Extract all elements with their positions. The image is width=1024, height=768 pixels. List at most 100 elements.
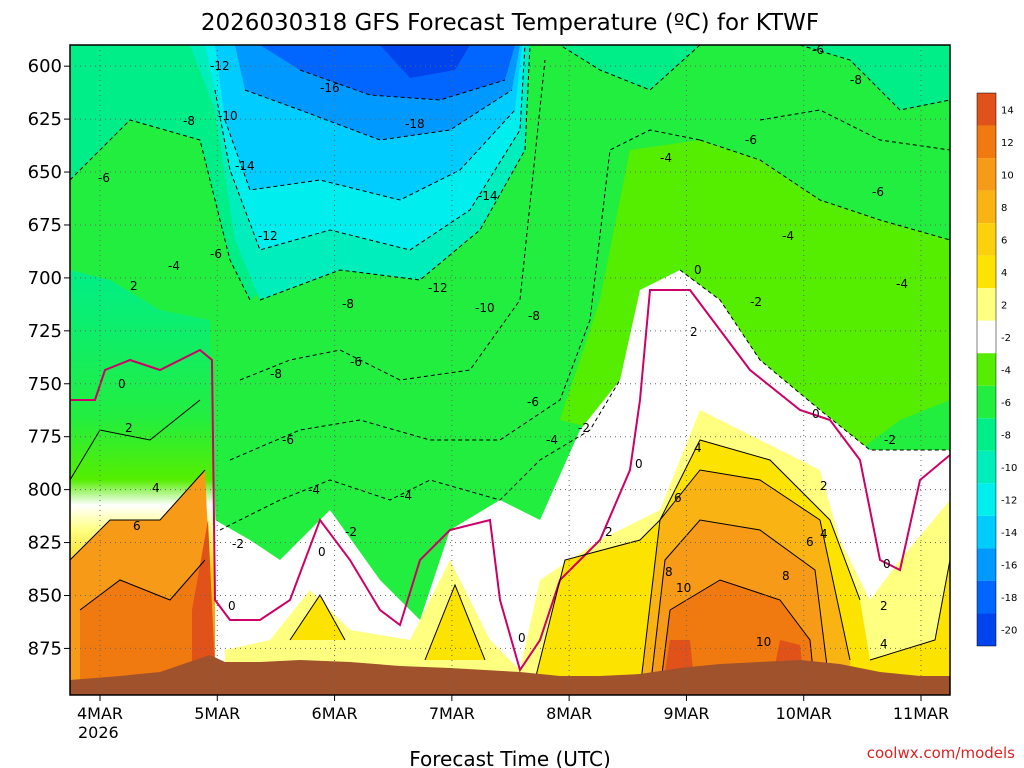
svg-text:2: 2 — [880, 599, 888, 613]
colorbar-label: 6 — [1001, 235, 1007, 246]
plot-frame — [69, 44, 951, 696]
svg-text:0: 0 — [694, 263, 702, 277]
svg-text:-4: -4 — [400, 489, 412, 503]
svg-text:-6: -6 — [745, 133, 757, 147]
colorbar-label: -10 — [1001, 463, 1017, 474]
colorbar-label: -14 — [1001, 528, 1017, 539]
svg-text:-6: -6 — [872, 185, 884, 199]
svg-text:0: 0 — [228, 599, 236, 613]
x-tick-label: 7MAR — [429, 704, 475, 723]
colorbar-swatch — [977, 190, 996, 224]
colorbar-swatch — [977, 125, 996, 159]
freezing-line — [70, 289, 950, 673]
colorbar-swatch — [977, 223, 996, 256]
terrain — [70, 655, 950, 695]
y-tick-label: 800 — [28, 480, 62, 501]
svg-text:4: 4 — [820, 527, 828, 541]
svg-text:6: 6 — [674, 491, 682, 505]
colorbar-label: 14 — [1001, 105, 1014, 116]
svg-text:2: 2 — [690, 325, 698, 339]
colorbar-label: 8 — [1001, 203, 1007, 214]
svg-text:0: 0 — [635, 457, 643, 471]
svg-text:-14: -14 — [478, 189, 498, 203]
colorbar-swatch — [977, 515, 996, 549]
svg-text:-6: -6 — [282, 433, 294, 447]
svg-text:-10: -10 — [218, 109, 238, 123]
y-tick-label: 775 — [28, 427, 62, 448]
svg-text:8: 8 — [782, 569, 790, 583]
band-minus6-right — [700, 110, 950, 240]
svg-text:2: 2 — [125, 421, 133, 435]
colorbar-label: 12 — [1001, 138, 1014, 149]
colorbar-label: -2 — [1001, 333, 1011, 344]
svg-text:0: 0 — [812, 407, 820, 421]
svg-text:-12: -12 — [258, 229, 278, 243]
dashed-isotherms — [70, 45, 950, 531]
svg-text:-8: -8 — [270, 367, 282, 381]
colorbar-swatch — [977, 93, 996, 126]
colorbar-frame — [976, 92, 997, 647]
svg-text:4: 4 — [880, 637, 888, 651]
colorbar-swatch — [977, 385, 996, 419]
colorbar-swatch — [977, 580, 996, 614]
colorbar-label: -4 — [1001, 366, 1011, 377]
colorbar-label: -16 — [1001, 561, 1017, 572]
svg-text:-4: -4 — [168, 259, 180, 273]
svg-text:-14: -14 — [235, 159, 255, 173]
svg-text:-8: -8 — [183, 114, 195, 128]
svg-text:-2: -2 — [232, 537, 244, 551]
svg-text:2: 2 — [820, 479, 828, 493]
colorbar-label: -12 — [1001, 496, 1017, 507]
y-tick-label: 750 — [28, 374, 62, 395]
y-tick-label: 725 — [28, 321, 62, 342]
colorbar-label: -8 — [1001, 431, 1011, 442]
svg-text:0: 0 — [318, 545, 326, 559]
colorbar-swatch — [977, 548, 996, 581]
x-tick-label: 11MAR — [893, 704, 949, 723]
x-tick-label: 4MAR — [77, 704, 123, 723]
svg-text:-2: -2 — [578, 421, 590, 435]
x-tick-label: 5MAR — [194, 704, 240, 723]
colorbar-label: 10 — [1001, 170, 1014, 181]
x-tick-year: 2026 — [78, 723, 119, 742]
x-tick-label: 9MAR — [663, 704, 709, 723]
y-tick-label: 850 — [28, 585, 62, 606]
colorbar-swatch — [977, 483, 996, 516]
svg-text:-6: -6 — [350, 355, 362, 369]
colorbar-swatch — [977, 613, 996, 646]
colorbar-label: 4 — [1001, 268, 1007, 279]
x-tick-label: 8MAR — [546, 704, 592, 723]
grid-lines — [70, 45, 950, 695]
svg-text:-4: -4 — [782, 229, 794, 243]
y-tick-label: 625 — [28, 109, 62, 130]
svg-text:-8: -8 — [528, 309, 540, 323]
x-axis-label: Forecast Time (UTC) — [409, 747, 611, 768]
svg-text:4: 4 — [694, 441, 702, 455]
plot-area: -6 -8 -12 -10 -14 -16 -18 -14 -12 -10 -1… — [70, 43, 950, 695]
colorbar-swatch — [977, 320, 996, 354]
credit-text: coolwx.com/models — [867, 744, 1015, 762]
y-tick-label: 875 — [28, 638, 62, 659]
colorbar-swatch — [977, 158, 996, 191]
svg-text:0: 0 — [883, 557, 891, 571]
svg-text:-6: -6 — [812, 43, 824, 57]
colorbar-swatch — [977, 418, 996, 451]
svg-text:-2: -2 — [884, 433, 896, 447]
colorbar-swatch — [977, 255, 996, 289]
svg-text:8: 8 — [665, 565, 673, 579]
svg-text:6: 6 — [133, 519, 141, 533]
svg-text:-4: -4 — [660, 151, 672, 165]
svg-text:-2: -2 — [750, 295, 762, 309]
colorbar-swatch — [977, 353, 996, 386]
band-minus20 — [380, 45, 470, 78]
x-tick-label: 6MAR — [312, 704, 358, 723]
svg-text:-12: -12 — [210, 59, 230, 73]
svg-text:-8: -8 — [342, 297, 354, 311]
svg-text:2: 2 — [130, 279, 138, 293]
chart-title: 2026030318 GFS Forecast Temperature (ºC)… — [201, 10, 819, 36]
solid-isotherms — [70, 399, 950, 691]
colorbar-label: -18 — [1001, 593, 1017, 604]
y-tick-label: 600 — [28, 56, 62, 77]
svg-text:-4: -4 — [546, 433, 558, 447]
